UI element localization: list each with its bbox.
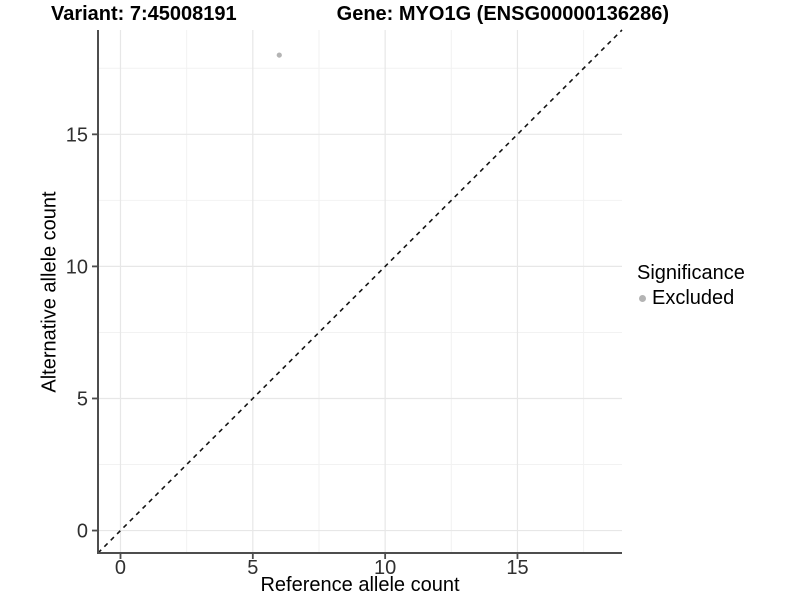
legend-title: Significance <box>637 262 745 284</box>
x-axis-title: Reference allele count <box>260 574 460 596</box>
plot-title-variant: Variant: 7:45008191 <box>50 3 237 25</box>
legend-point-icon <box>639 295 646 302</box>
legend-item-label: Excluded <box>652 287 735 309</box>
identity-dashed-line <box>97 29 623 554</box>
y-tick-label: 15 <box>66 124 88 146</box>
legend: Significance Excluded <box>637 262 745 310</box>
y-axis-title: Alternative allele count <box>38 191 61 393</box>
plot-title: Variant: 7:45008191 Gene: MYO1G (ENSG000… <box>51 3 669 26</box>
y-tick-label: 0 <box>77 521 88 543</box>
x-tick-label: 10 <box>374 557 396 579</box>
y-tick-label: 5 <box>77 388 88 410</box>
y-tick-label: 10 <box>66 256 88 278</box>
x-tick-label: 5 <box>247 557 258 579</box>
data-point <box>276 52 282 58</box>
plot-title-gene: Gene: MYO1G (ENSG00000136286) <box>336 3 670 25</box>
legend-item-excluded: Excluded <box>639 287 745 310</box>
x-tick-label: 0 <box>115 557 126 579</box>
x-tick-label: 15 <box>506 557 528 579</box>
